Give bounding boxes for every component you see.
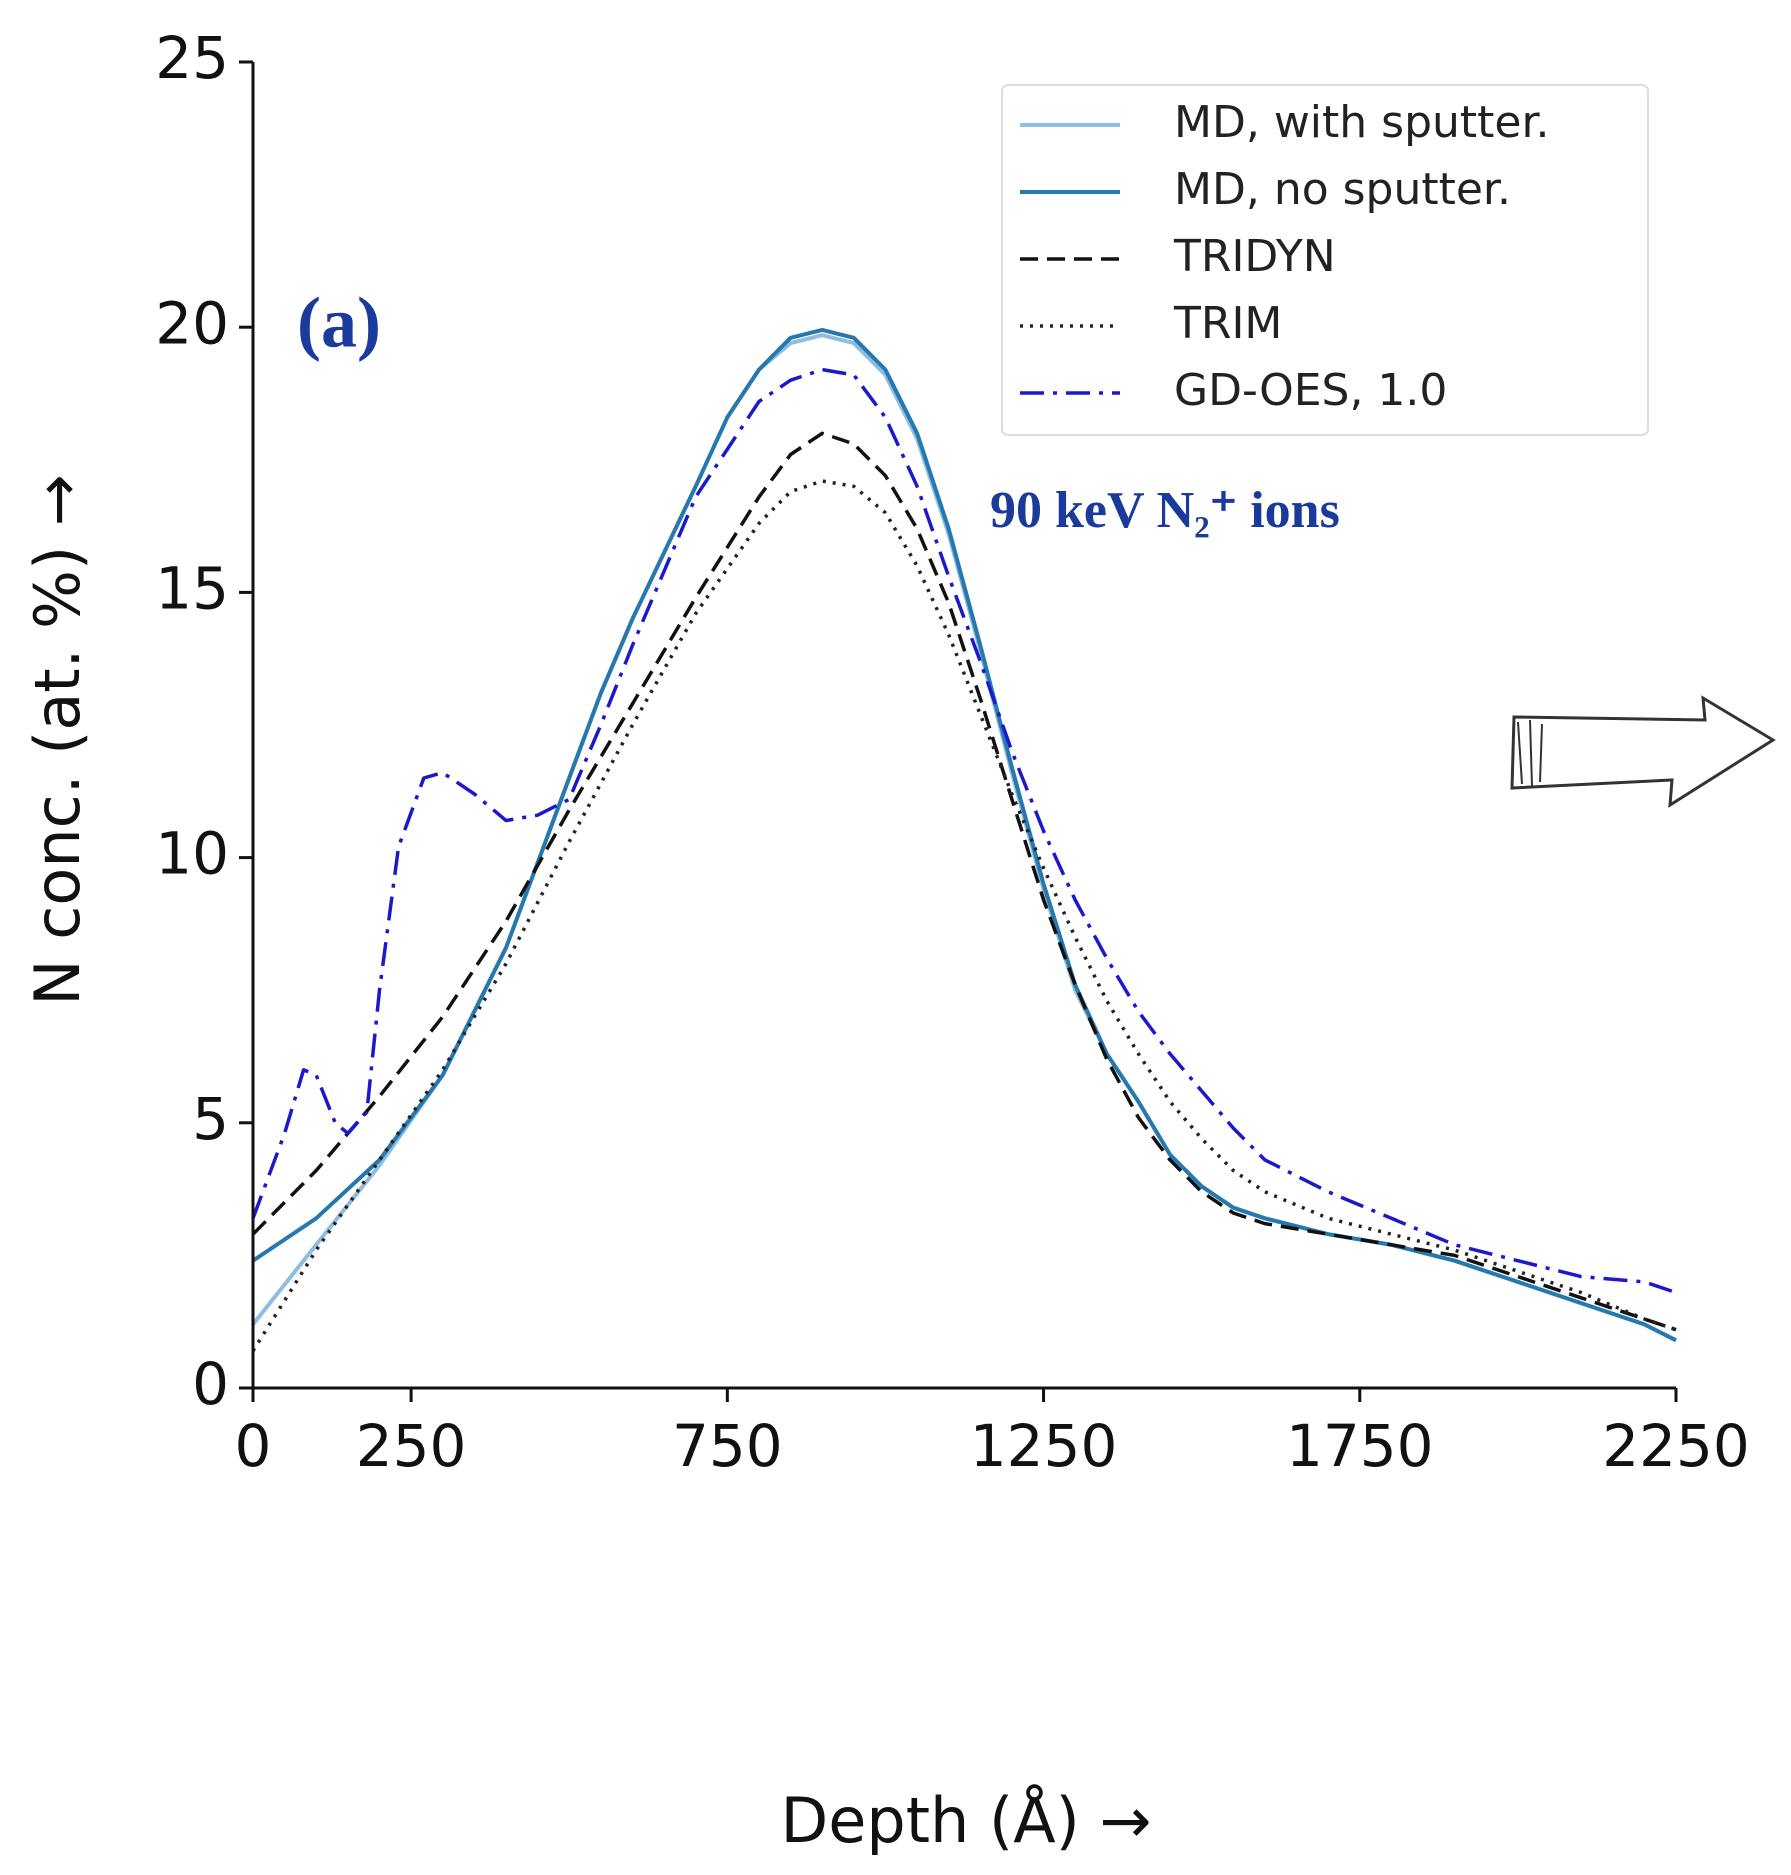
legend-label: GD-OES, 1.0 — [1174, 365, 1447, 416]
legend-label: MD, no sputter. — [1174, 164, 1511, 215]
y-tick-label: 0 — [192, 1350, 229, 1418]
y-tick-label: 15 — [155, 555, 229, 623]
y-tick-label: 20 — [155, 289, 229, 357]
y-axis-label: N conc. (at. %) → — [21, 474, 94, 1006]
panel-label: (a) — [297, 283, 381, 363]
series-line — [251, 479, 1677, 1352]
series-line — [251, 327, 1677, 1343]
y-tick-label: 5 — [192, 1085, 229, 1153]
series-line — [251, 367, 1677, 1295]
y-tick-label: 10 — [155, 820, 229, 888]
legend-label: TRIDYN — [1173, 231, 1336, 282]
x-tick-label: 1250 — [970, 1412, 1118, 1480]
annotation: 90 keV N₂⁺ ions — [990, 482, 1340, 539]
y-tick-label: 25 — [155, 24, 229, 92]
legend-box — [1001, 84, 1649, 436]
x-tick-label: 2250 — [1602, 1412, 1750, 1480]
decorative-arrow — [1510, 695, 1776, 808]
x-tick-label: 250 — [356, 1412, 467, 1480]
x-tick-label: 0 — [235, 1412, 272, 1480]
series-line — [251, 431, 1677, 1332]
legend-label: MD, with sputter. — [1174, 97, 1550, 148]
x-axis-label: Depth (Å) → — [780, 1784, 1151, 1857]
plot-area — [251, 327, 1677, 1352]
legend-label: TRIM — [1173, 298, 1282, 349]
series-line — [251, 333, 1677, 1343]
x-tick-label: 1750 — [1286, 1412, 1434, 1480]
x-tick-label: 750 — [672, 1412, 783, 1480]
